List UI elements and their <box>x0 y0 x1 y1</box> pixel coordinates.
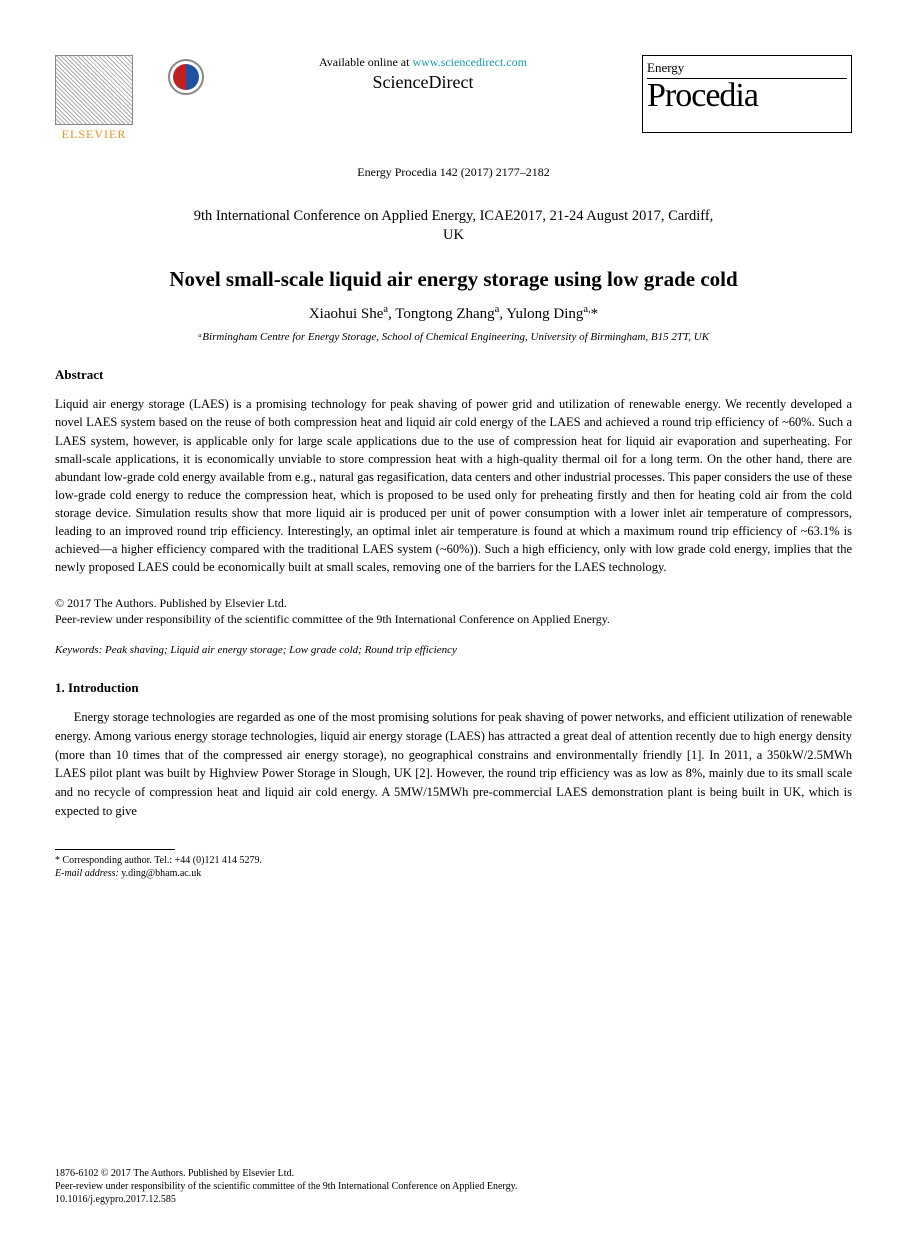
paper-title: Novel small-scale liquid air energy stor… <box>55 266 852 292</box>
copyright-line-1: © 2017 The Authors. Published by Elsevie… <box>55 595 852 612</box>
intro-p1: Energy storage technologies are regarded… <box>55 708 852 821</box>
elsevier-label: ELSEVIER <box>62 127 127 142</box>
footer-doi: 10.1016/j.egypro.2017.12.585 <box>55 1193 852 1206</box>
conference-line-1: 9th International Conference on Applied … <box>55 208 852 225</box>
intro-body: Energy storage technologies are regarded… <box>55 708 852 821</box>
copyright-line-2: Peer-review under responsibility of the … <box>55 611 852 628</box>
elsevier-tree-icon <box>55 55 133 125</box>
affiliation: ᵃBirmingham Centre for Energy Storage, S… <box>55 331 852 343</box>
abstract-heading: Abstract <box>55 367 852 383</box>
header-left: ELSEVIER <box>55 55 204 145</box>
email-label: E-mail address: <box>55 868 119 879</box>
available-online: Available online at www.sciencedirect.co… <box>204 55 642 93</box>
keywords: Keywords: Peak shaving; Liquid air energ… <box>55 644 852 656</box>
sciencedirect-brand: ScienceDirect <box>204 72 642 93</box>
elsevier-logo: ELSEVIER <box>55 55 133 145</box>
footnote: * Corresponding author. Tel.: +44 (0)121… <box>55 854 852 880</box>
header: ELSEVIER Available online at www.science… <box>55 55 852 155</box>
authors: Xiaohui Shea, Tongtong Zhanga, Yulong Di… <box>55 304 852 323</box>
journal-main: Procedia <box>647 80 847 112</box>
footer-issn: 1876-6102 © 2017 The Authors. Published … <box>55 1167 852 1180</box>
footer: 1876-6102 © 2017 The Authors. Published … <box>55 1167 852 1206</box>
sciencedirect-link[interactable]: www.sciencedirect.com <box>412 55 527 69</box>
available-label: Available online at <box>319 55 409 69</box>
corresponding-author: * Corresponding author. Tel.: +44 (0)121… <box>55 854 852 867</box>
crossmark-icon[interactable] <box>168 59 204 95</box>
copyright-block: © 2017 The Authors. Published by Elsevie… <box>55 595 852 629</box>
intro-heading: 1. Introduction <box>55 680 852 696</box>
footnote-rule <box>55 849 175 850</box>
conference-line-2: UK <box>55 227 852 244</box>
email-address: y.ding@bham.ac.uk <box>121 868 201 879</box>
abstract-body: Liquid air energy storage (LAES) is a pr… <box>55 395 852 576</box>
journal-box: Energy Procedia <box>642 55 852 133</box>
citation: Energy Procedia 142 (2017) 2177–2182 <box>55 165 852 180</box>
footer-peer: Peer-review under responsibility of the … <box>55 1180 852 1193</box>
